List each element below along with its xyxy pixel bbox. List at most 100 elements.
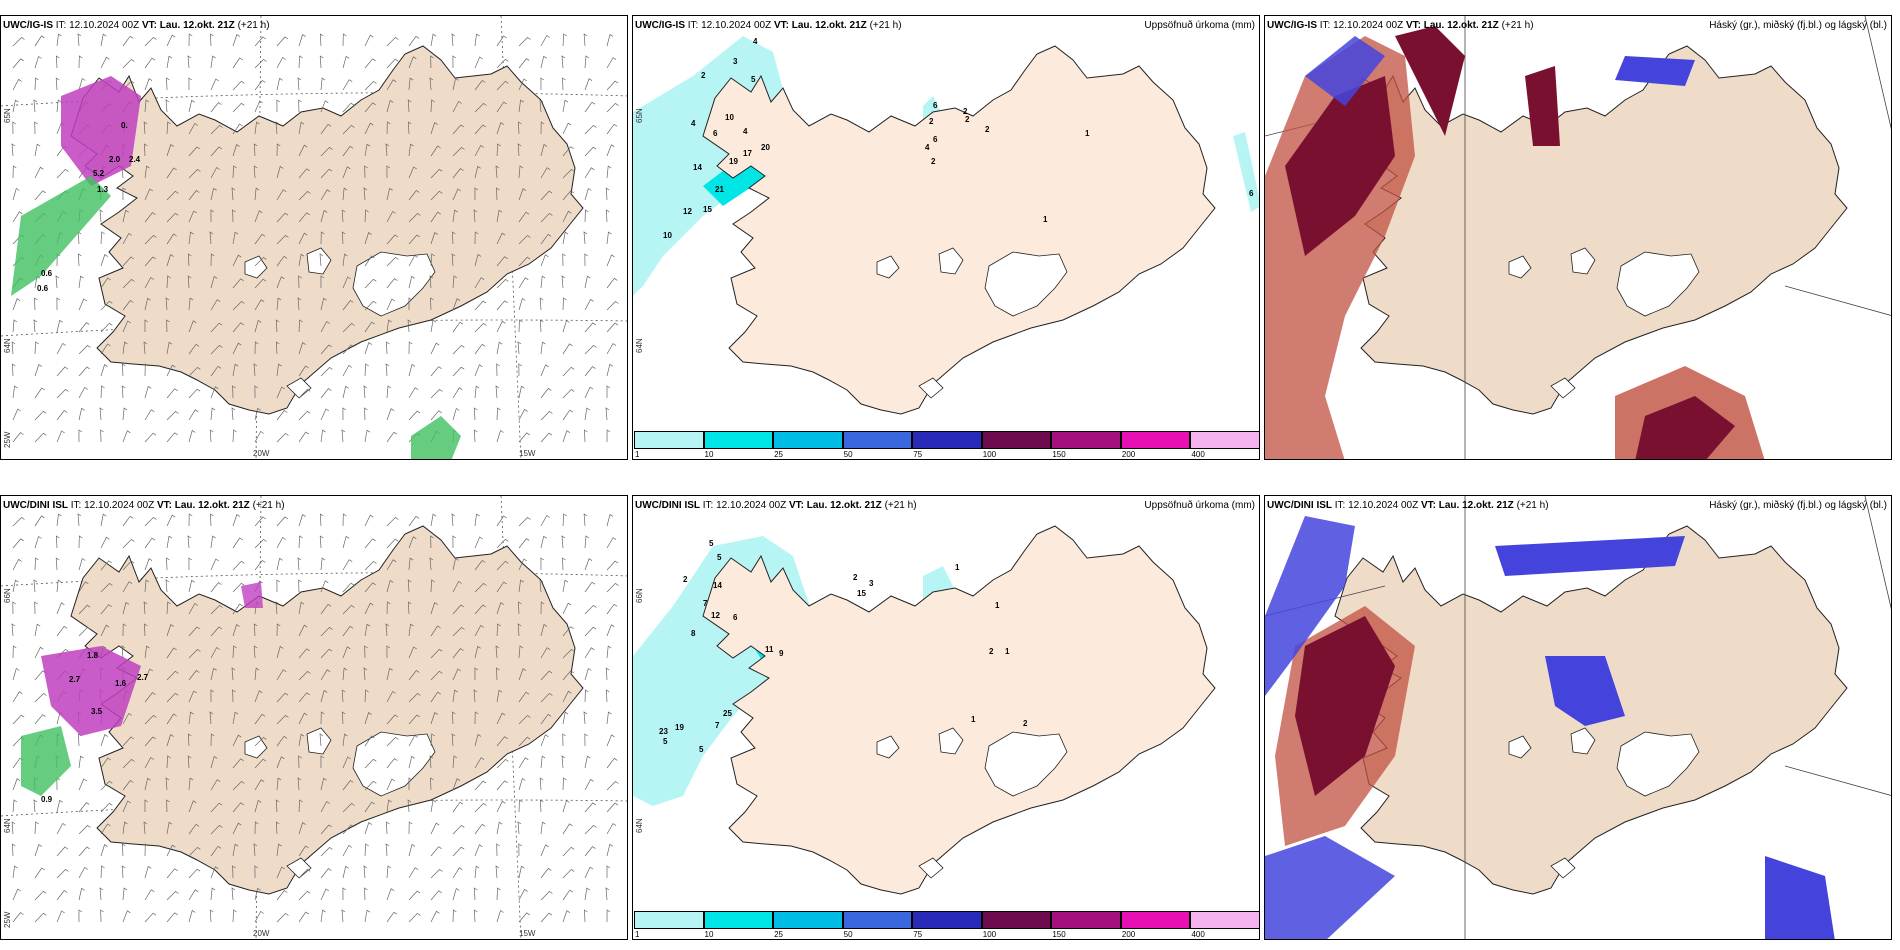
wind-barb <box>254 539 267 549</box>
it-label: IT: <box>1334 500 1346 511</box>
wind-barb <box>210 667 217 681</box>
wind-barb <box>584 167 595 179</box>
map-canvas[interactable]: 1.8 2.7 1.6 2.7 3.5 0.9 <box>1 496 628 940</box>
wind-barb <box>166 121 171 135</box>
lead-time: (+21 h) <box>252 500 285 511</box>
wind-barb <box>122 736 135 747</box>
wind-barb <box>342 865 349 879</box>
wind-barb <box>121 865 126 879</box>
basemap <box>1 16 627 459</box>
value-label: 6 <box>733 613 738 622</box>
wind-barb <box>254 100 263 113</box>
wind-barb <box>496 363 500 377</box>
wind-barb <box>55 275 60 289</box>
wind-barb <box>166 514 176 527</box>
wind-barb <box>518 691 530 703</box>
wind-barb <box>408 867 419 879</box>
panel-cloud-dini: UWC/DINI ISL IT: 12.10.2024 00Z VT: Lau.… <box>1264 495 1892 940</box>
wind-barb <box>518 668 527 681</box>
wind-barb <box>166 341 173 355</box>
wind-barb <box>122 821 128 835</box>
wind-barb <box>342 559 353 571</box>
wind-barb <box>342 145 354 157</box>
wind-barb <box>254 430 264 443</box>
wind-barb <box>518 385 525 399</box>
wind-barb <box>231 407 236 421</box>
wind-barb <box>56 410 68 421</box>
wind-barb <box>254 690 263 703</box>
wind-barb <box>429 755 434 769</box>
wind-barb <box>539 799 544 813</box>
map-canvas[interactable]: 0. 2.4 2.0 5.2 1.3 0.6 0.6 <box>1 16 628 460</box>
wind-barb <box>430 99 435 113</box>
wind-barb <box>320 909 326 923</box>
panel-precip-dini: 5 5 2 7 14 12 8 6 9 11 25 23 19 7 5 5 2 15 3 1 1 1 2 1 2 UWC/DINI… <box>632 495 1260 940</box>
wind-barb <box>386 516 399 527</box>
wind-barb <box>298 799 303 813</box>
wind-barb <box>386 690 396 703</box>
wind-barb <box>56 822 66 835</box>
wind-barb <box>12 912 24 923</box>
wind-barb <box>122 58 135 69</box>
wind-barb <box>386 121 391 135</box>
value-label: 4 <box>691 119 696 128</box>
value-label: 5 <box>751 75 756 84</box>
wind-barb <box>12 714 25 725</box>
wind-barb <box>386 278 398 289</box>
wind-barb <box>34 121 38 135</box>
wind-barb <box>386 431 398 443</box>
wind-barb <box>320 231 325 245</box>
wind-barb <box>298 168 310 179</box>
wind-barb <box>144 57 156 69</box>
wind-barb <box>144 645 150 659</box>
wind-barb <box>430 846 442 857</box>
map-canvas[interactable] <box>1265 16 1892 460</box>
wind-barb <box>232 254 242 267</box>
wind-barb <box>408 843 416 857</box>
wind-barb <box>253 165 258 179</box>
wind-barb <box>518 211 530 223</box>
colorbar-tick-label: 1 <box>635 930 640 939</box>
wind-barb <box>78 535 83 549</box>
wind-barb <box>408 254 418 267</box>
wind-barb <box>188 343 200 355</box>
wind-barb <box>364 843 369 857</box>
wind-barb <box>34 387 45 399</box>
wind-barb <box>540 432 553 443</box>
wind-barb <box>210 78 219 91</box>
wind-barb <box>452 846 465 857</box>
wind-barb <box>606 781 619 791</box>
wind-barb <box>320 429 326 443</box>
map-canvas[interactable] <box>1265 496 1892 940</box>
wind-barb <box>188 909 196 923</box>
wind-barb <box>78 778 87 791</box>
wind-barb <box>561 55 566 69</box>
wind-barb <box>408 714 421 725</box>
wind-barb <box>342 582 355 593</box>
wind-barb <box>496 58 509 69</box>
wind-barb <box>452 366 465 377</box>
wind-barb <box>364 887 368 901</box>
wind-barb <box>188 33 193 47</box>
wind-barb <box>496 187 500 201</box>
wind-barb <box>210 845 222 857</box>
wind-barb <box>408 387 419 399</box>
wind-barb <box>188 579 195 593</box>
wind-barb <box>386 319 392 333</box>
wind-barb <box>584 101 596 113</box>
wind-barb <box>386 667 393 681</box>
wind-barb <box>408 77 414 91</box>
wind-barb <box>562 690 572 703</box>
wind-barb <box>210 209 215 223</box>
wind-barb <box>276 890 288 901</box>
wind-barb <box>165 777 170 791</box>
wind-barb <box>298 342 306 355</box>
wind-barb <box>12 538 24 549</box>
glacier-outline <box>1616 731 1700 797</box>
wind-barb <box>496 667 500 681</box>
wind-barb <box>540 254 549 267</box>
value-label: 25 <box>723 709 732 718</box>
value-label: 15 <box>703 205 712 214</box>
